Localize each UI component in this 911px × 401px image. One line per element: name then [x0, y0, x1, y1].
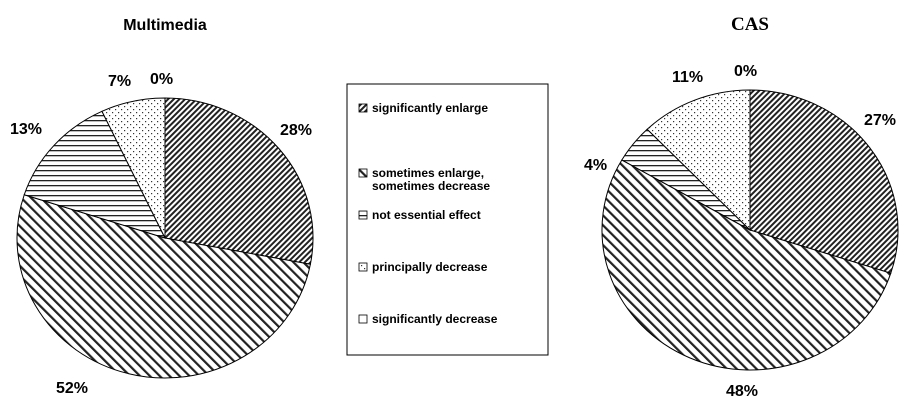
legend: significantly enlarge sometimes enlarge,…	[346, 83, 549, 356]
data-label-multimedia-principally-decrease: 7%	[108, 73, 131, 90]
pie-slice-cas-sometimes	[601, 159, 892, 371]
legend-swatch-sometimes	[358, 168, 368, 178]
data-label-multimedia-sometimes: 52%	[56, 380, 88, 397]
data-label-cas-significantly-decrease: 0%	[734, 63, 757, 80]
pie-slice-multimedia-not-essential	[23, 110, 166, 239]
legend-swatch-principally-decrease	[358, 262, 368, 272]
data-label-cas-sometimes: 48%	[726, 383, 758, 400]
pie-slice-multimedia-significantly-enlarge	[164, 97, 314, 265]
legend-box	[346, 83, 549, 356]
legend-label-sometimes-line2: sometimes decrease	[372, 179, 490, 193]
pie-multimedia	[16, 97, 314, 379]
legend-label-significantly-enlarge: significantly enlarge	[372, 101, 488, 115]
data-label-cas-principally-decrease: 11%	[672, 69, 703, 86]
legend-label-sometimes-line1: sometimes enlarge,	[372, 166, 484, 180]
chart-title-multimedia: Multimedia	[123, 17, 207, 34]
data-label-multimedia-significantly-decrease: 0%	[150, 71, 173, 88]
legend-label-principally-decrease: principally decrease	[372, 260, 488, 274]
legend-label-significantly-decrease: significantly decrease	[372, 312, 498, 326]
data-label-cas-significantly-enlarge: 27%	[864, 112, 896, 129]
pie-slice-cas-significantly-enlarge	[749, 89, 899, 274]
pie-cas	[601, 89, 899, 371]
data-label-multimedia-significantly-enlarge: 28%	[280, 122, 312, 139]
pie-slice-multimedia-sometimes	[16, 194, 311, 379]
legend-swatch-not-essential	[358, 210, 368, 220]
data-label-multimedia-not-essential: 13%	[10, 121, 42, 138]
chart-title-cas: CAS	[731, 14, 769, 35]
legend-swatch-significantly-decrease	[358, 314, 368, 324]
legend-label-not-essential: not essential effect	[372, 208, 481, 222]
legend-swatch-significantly-enlarge	[358, 103, 368, 113]
data-label-cas-not-essential: 4%	[584, 157, 607, 174]
pie-slice-cas-principally-decrease	[646, 89, 751, 232]
